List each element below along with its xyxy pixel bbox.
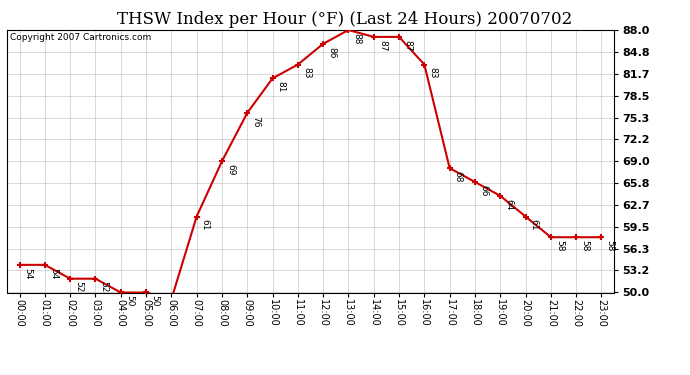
Text: 58: 58	[580, 240, 589, 252]
Text: 88: 88	[353, 33, 362, 44]
Text: 83: 83	[428, 68, 437, 79]
Text: 61: 61	[201, 219, 210, 231]
Text: 66: 66	[479, 185, 488, 196]
Text: Copyright 2007 Cartronics.com: Copyright 2007 Cartronics.com	[10, 33, 151, 42]
Text: 58: 58	[606, 240, 615, 252]
Text: 49: 49	[0, 374, 1, 375]
Text: 54: 54	[49, 268, 58, 279]
Text: 76: 76	[251, 116, 260, 127]
Text: 81: 81	[277, 81, 286, 93]
Text: 54: 54	[23, 268, 32, 279]
Text: 69: 69	[226, 164, 235, 176]
Text: 87: 87	[403, 40, 412, 51]
Text: 52: 52	[99, 282, 108, 293]
Text: 58: 58	[555, 240, 564, 252]
Text: THSW Index per Hour (°F) (Last 24 Hours) 20070702: THSW Index per Hour (°F) (Last 24 Hours)…	[117, 11, 573, 28]
Text: 61: 61	[530, 219, 539, 231]
Text: 64: 64	[504, 199, 513, 210]
Text: 68: 68	[454, 171, 463, 182]
Text: 87: 87	[378, 40, 387, 51]
Text: 86: 86	[327, 46, 336, 58]
Text: 50: 50	[150, 295, 159, 307]
Text: 50: 50	[125, 295, 134, 307]
Text: 83: 83	[302, 68, 311, 79]
Text: 52: 52	[75, 282, 83, 293]
